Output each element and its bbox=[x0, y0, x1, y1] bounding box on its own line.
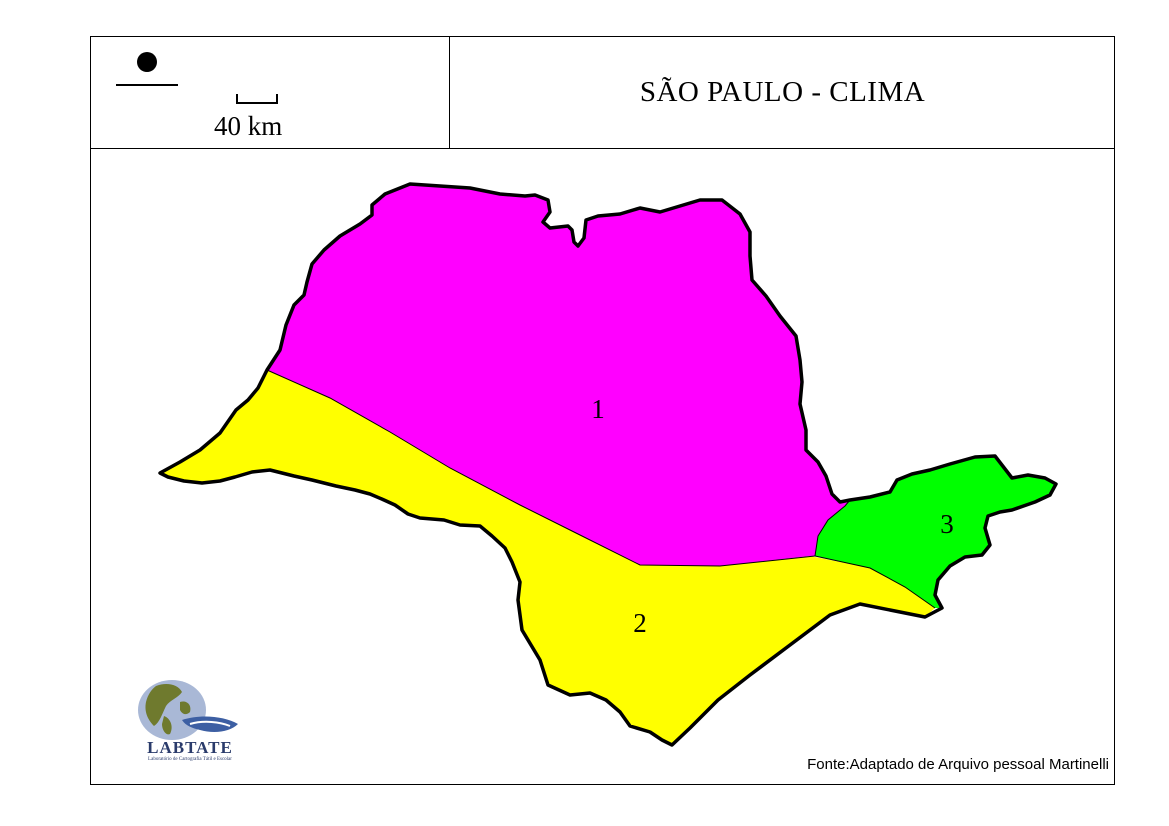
region-3-label: 3 bbox=[940, 509, 954, 539]
north-indicator-icon bbox=[137, 52, 157, 72]
region-1-area bbox=[267, 184, 850, 566]
logo-subtitle: Laboratório de Cartografia Tátil e Escol… bbox=[148, 757, 232, 762]
scale-bar bbox=[236, 94, 278, 104]
region-2-label: 2 bbox=[633, 608, 647, 638]
border-2-3 bbox=[814, 555, 936, 609]
header-divider bbox=[449, 36, 450, 149]
map-header bbox=[90, 36, 1115, 149]
region-3-area bbox=[815, 456, 1056, 608]
state-boundary bbox=[158, 182, 1058, 747]
region-2-area bbox=[160, 370, 935, 745]
border-1-2 bbox=[266, 369, 816, 567]
logo-name: LABTATE bbox=[147, 738, 233, 757]
north-indicator-line bbox=[116, 84, 178, 86]
map-title: SÃO PAULO - CLIMA bbox=[639, 76, 926, 108]
scale-label: 40 km bbox=[214, 111, 283, 141]
border-1-3 bbox=[814, 499, 851, 557]
map-source: Fonte:Adaptado de Arquivo pessoal Martin… bbox=[807, 756, 1109, 773]
region-1-label: 1 bbox=[591, 394, 605, 424]
map-frame bbox=[90, 36, 1115, 785]
labtate-globe-icon bbox=[138, 680, 238, 740]
